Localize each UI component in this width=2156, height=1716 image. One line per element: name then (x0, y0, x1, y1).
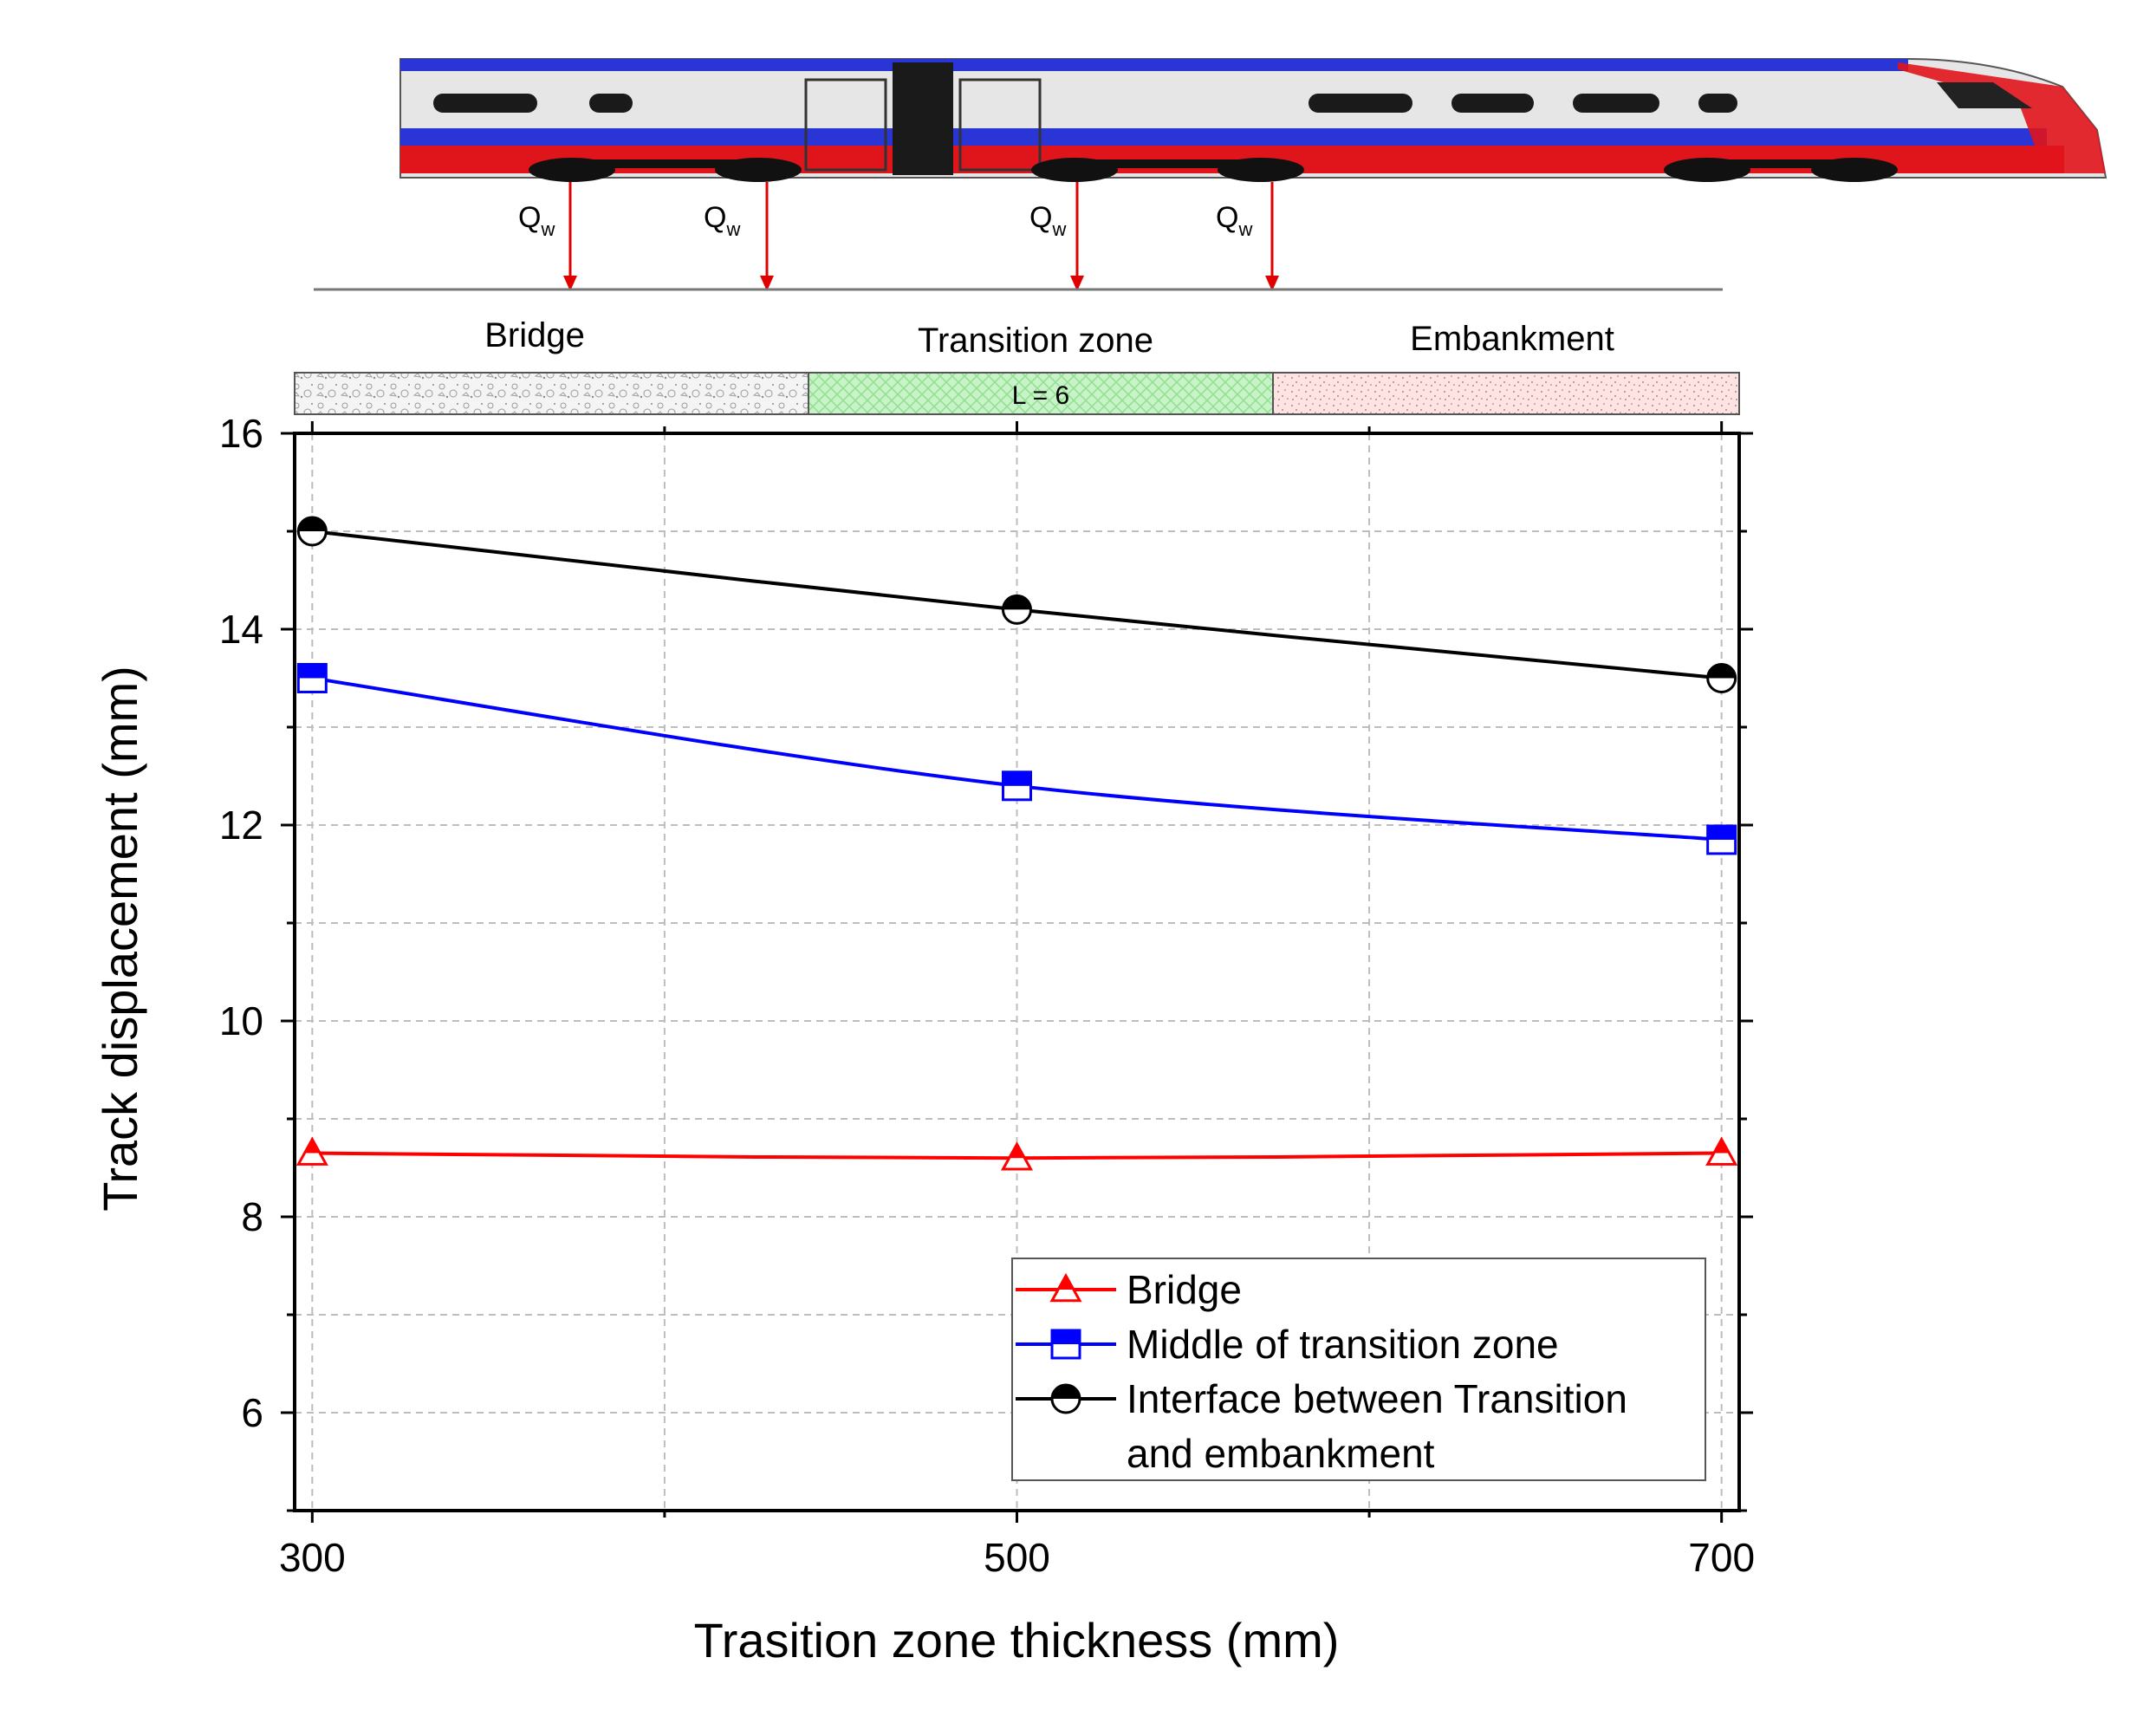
train-windows (433, 94, 1737, 113)
zone-label-bridge: Bridge (484, 316, 585, 354)
train-door (958, 78, 1042, 172)
legend-label: Bridge (1127, 1267, 1242, 1312)
transition-length-label: L = 6 (1012, 381, 1069, 410)
zone-label-embankment: Embankment (1410, 320, 1614, 358)
legend-label: Middle of transition zone (1127, 1322, 1559, 1367)
wheel-load-4: Qw (1216, 182, 1279, 291)
x-tick-label: 500 (984, 1535, 1050, 1580)
axes: 300 500 700 6 8 10 12 14 16 (219, 411, 1755, 1580)
legend-marker-interface (1050, 1383, 1081, 1414)
data-point-interface-fill (298, 517, 327, 531)
legend-marker-middle-fill (1052, 1330, 1080, 1344)
load-label: Qw (518, 201, 555, 240)
data-point-interface (1002, 594, 1032, 625)
y-tick-label: 12 (219, 803, 263, 848)
legend: Bridge Middle of transition zone Interface… (1011, 1258, 1706, 1481)
train-nose (1898, 62, 2106, 173)
zone-label-transition: Transition zone (918, 322, 1153, 360)
line-chart: 300 500 700 6 8 10 12 14 16 Trasition zone thick… (93, 411, 1755, 1667)
wheel-load-3: Qw (1029, 182, 1084, 291)
data-point-bridge (295, 1136, 328, 1166)
data-point-bridge-fill (1009, 1144, 1025, 1159)
train-windshield (1937, 82, 2032, 108)
x-tick-label: 700 (1688, 1535, 1755, 1580)
load-arrows: Qw Qw Qw Qw (518, 182, 1279, 291)
train-illustration (399, 58, 2107, 182)
y-axis-label: Track displacement (mm) (93, 666, 147, 1212)
train-gangway (893, 62, 953, 175)
wheel-load-1: Qw (518, 182, 577, 291)
legend-marker-bridge (1049, 1272, 1082, 1303)
data-point-interface (296, 516, 328, 547)
data-point-interface-fill (1003, 595, 1031, 610)
train-door (804, 78, 887, 172)
data-point-bridge-fill (304, 1139, 321, 1154)
data-point-bridge (1000, 1141, 1034, 1171)
data-point-middle-fill (298, 664, 327, 679)
legend-marker-interface-fill (1052, 1385, 1080, 1399)
zone-transition (808, 372, 1274, 415)
y-tick-label: 6 (241, 1390, 263, 1435)
y-tick-label: 16 (219, 411, 263, 456)
data-point-bridge (1705, 1136, 1738, 1166)
data-point-middle (296, 663, 328, 693)
y-tick-label: 10 (219, 998, 263, 1043)
load-label: Qw (704, 201, 740, 240)
x-tick-label: 300 (279, 1535, 346, 1580)
data-point-interface (1706, 663, 1737, 693)
load-label: Qw (1216, 201, 1252, 240)
legend-marker-middle (1050, 1329, 1081, 1360)
zone-strip: L = 6 (294, 372, 1740, 415)
load-label: Qw (1029, 201, 1066, 240)
y-tick-label: 14 (219, 607, 263, 652)
data-point-middle-fill (1003, 771, 1031, 786)
train-roof-stripe (400, 59, 1908, 71)
data-point-interface-fill (1707, 664, 1736, 679)
zone-bridge (294, 372, 809, 415)
data-point-middle-fill (1707, 825, 1736, 840)
y-tick-label: 8 (241, 1194, 263, 1239)
legend-box (1011, 1258, 1706, 1481)
series-group (295, 516, 1738, 1171)
data-point-middle (1002, 770, 1032, 802)
wheel-load-2: Qw (704, 182, 774, 291)
train-bogies (529, 158, 1898, 182)
legend-label: and embankment (1127, 1431, 1435, 1476)
data-point-bridge-fill (1713, 1139, 1730, 1154)
train-blue-stripe (400, 128, 2047, 146)
zone-embankment (1272, 372, 1740, 415)
data-point-middle (1706, 824, 1737, 855)
legend-marker-bridge-fill (1058, 1276, 1074, 1290)
x-axis-label: Trasition zone thickness (mm) (694, 1613, 1340, 1667)
legend-label: Interface between Transition (1127, 1376, 1627, 1421)
